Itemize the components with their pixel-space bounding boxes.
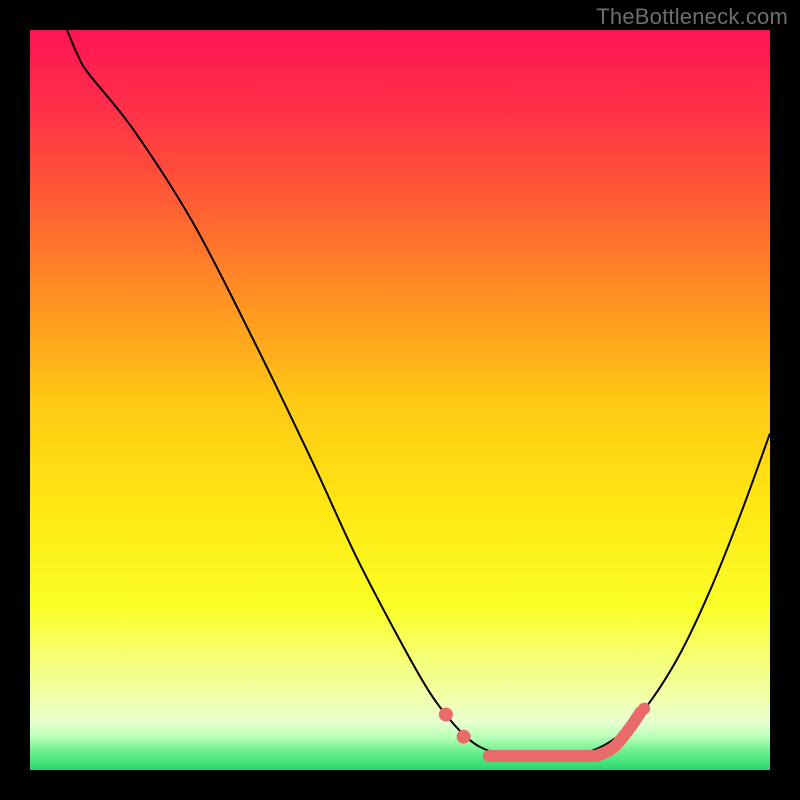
highlight-dot (638, 703, 650, 715)
chart-svg (0, 0, 800, 800)
stage: TheBottleneck.com (0, 0, 800, 800)
highlight-dot (439, 708, 453, 722)
watermark-text: TheBottleneck.com (596, 4, 788, 30)
highlight-dot (457, 730, 471, 744)
